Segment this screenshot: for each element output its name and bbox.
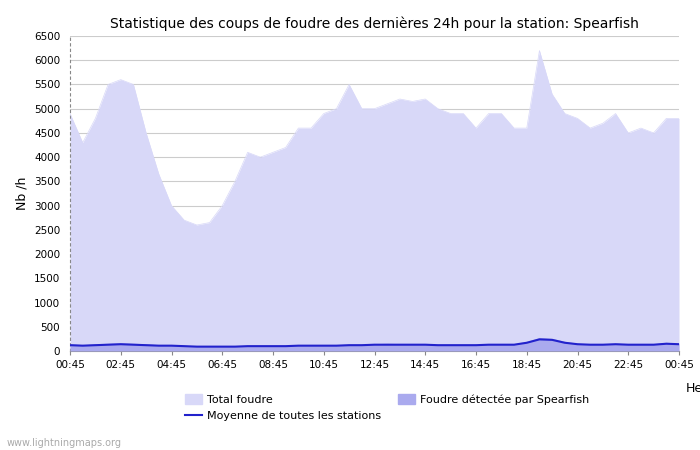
Text: Heure: Heure: [686, 382, 700, 395]
Title: Statistique des coups de foudre des dernières 24h pour la station: Spearfish: Statistique des coups de foudre des dern…: [110, 16, 639, 31]
Legend: Total foudre, Moyenne de toutes les stations, Foudre détectée par Spearfish: Total foudre, Moyenne de toutes les stat…: [186, 394, 589, 422]
Y-axis label: Nb /h: Nb /h: [15, 177, 29, 210]
Text: www.lightningmaps.org: www.lightningmaps.org: [7, 438, 122, 448]
